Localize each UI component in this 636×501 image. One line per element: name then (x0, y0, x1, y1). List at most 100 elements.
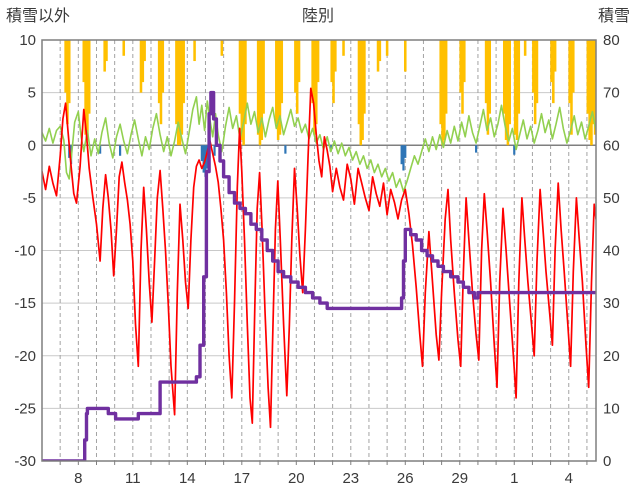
x-tick-label: 26 (397, 470, 414, 487)
sunshine-bar (86, 40, 89, 140)
right-tick-label: 20 (603, 348, 620, 365)
sunshine-bar (105, 40, 108, 62)
sunshine-bar (66, 40, 69, 125)
sunshine-bar (484, 40, 488, 104)
left-tick-label: -30 (14, 453, 36, 470)
left-tick-label: -20 (14, 348, 36, 365)
x-tick-label: 20 (288, 470, 305, 487)
sunshine-bar (592, 40, 595, 125)
sunshine-bar (515, 40, 519, 140)
sunshine-bar (332, 40, 335, 104)
left-tick-label: -5 (23, 190, 36, 207)
sunshine-bar (552, 40, 555, 104)
sunshine-bar (532, 40, 535, 93)
sunshine-bar (143, 40, 146, 62)
sunshine-bar (404, 40, 407, 72)
sunshine-bar (443, 40, 446, 140)
precip-bar (202, 145, 205, 173)
sunshine-bar (586, 40, 590, 114)
sunshine-bar (357, 40, 361, 125)
x-tick-label: 14 (179, 470, 196, 487)
sunshine-bar (330, 40, 333, 83)
sunshine-bar (334, 40, 337, 72)
sunshine-bar (82, 40, 86, 83)
right-tick-label: 70 (603, 85, 620, 102)
red-series-line (42, 87, 596, 429)
precip-bar (284, 145, 287, 154)
right-axis-title: 積雪 (598, 7, 630, 25)
sunshine-bar (513, 40, 517, 135)
sunshine-bar (508, 40, 511, 125)
left-tick-label: -15 (14, 295, 36, 312)
right-tick-label: 80 (603, 32, 620, 49)
sunshine-bar (590, 40, 593, 146)
sunshine-bar (260, 40, 264, 140)
precip-bar (513, 145, 516, 155)
sunshine-bar (175, 40, 178, 125)
sunshine-bar (517, 40, 521, 114)
sunshine-bar (570, 40, 573, 135)
plot-border (41, 39, 597, 462)
sunshine-bar (504, 40, 508, 140)
precip-bar (206, 145, 209, 169)
precip-bar (99, 145, 102, 154)
x-tick-label: 8 (74, 470, 82, 487)
x-tick-label: 11 (125, 470, 141, 487)
left-tick-label: 0 (28, 137, 36, 154)
precip-bar (213, 145, 216, 156)
sunshine-bar (523, 40, 527, 56)
sunshine-bar (157, 40, 161, 104)
sunshine-bar (378, 40, 382, 62)
right-tick-label: 10 (603, 400, 620, 417)
sunshine-bar (258, 40, 262, 146)
sunshine-bar (359, 40, 363, 146)
chart-title: 陸別 (302, 7, 334, 25)
sunshine-bar (297, 40, 301, 83)
right-tick-label: 30 (603, 295, 620, 312)
right-tick-label: 50 (603, 190, 620, 207)
sunshine-bar (572, 40, 575, 93)
sunshine-bar (363, 40, 366, 114)
sunshine-bar (459, 40, 462, 93)
precip-bar (119, 145, 122, 156)
purple-snow-depth-line (42, 90, 596, 461)
sunshine-bar (294, 40, 297, 93)
sunshine-bar (503, 40, 506, 114)
sunshine-bar (103, 40, 106, 72)
sunshine-bar (87, 40, 91, 114)
left-tick-label: -10 (14, 243, 36, 260)
sunshine-bar (461, 40, 464, 114)
precip-bar (404, 145, 407, 158)
sunshine-bar (311, 40, 314, 104)
sunshine-bar (376, 40, 380, 72)
sunshine-bar (444, 40, 448, 114)
sunshine-bar (315, 40, 318, 125)
x-tick-label: 4 (565, 470, 573, 487)
sunshine-bar (316, 40, 320, 83)
sunshine-bar (439, 40, 442, 125)
sunshine-bar (180, 40, 184, 135)
x-tick-label: 29 (451, 470, 468, 487)
sunshine-bar (67, 40, 71, 104)
sunshine-bar (220, 40, 224, 56)
left-axis-title: 積雪以外 (6, 7, 70, 25)
precip-bar (400, 145, 403, 165)
sunshine-bar (275, 40, 278, 125)
sunshine-bar (182, 40, 185, 104)
sunshine-bar (488, 40, 492, 114)
sunshine-bar (486, 40, 490, 135)
sunshine-bar (276, 40, 280, 140)
sunshine-bar (238, 40, 242, 114)
sunshine-bar (122, 40, 126, 56)
sunshine-bar (568, 40, 571, 104)
sunshine-bar (159, 40, 163, 125)
sunshine-bar (533, 40, 537, 125)
sunshine-bar (463, 40, 466, 83)
sunshine-bar (161, 40, 165, 93)
precip-bar (200, 145, 203, 162)
sunshine-bar (535, 40, 539, 104)
right-tick-label: 0 (603, 453, 611, 470)
sunshine-bar (280, 40, 284, 104)
left-tick-label: 5 (28, 85, 36, 102)
